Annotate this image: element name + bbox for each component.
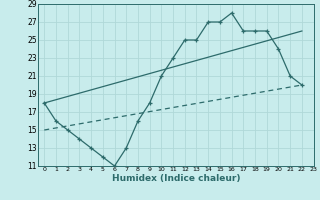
X-axis label: Humidex (Indice chaleur): Humidex (Indice chaleur) <box>112 174 240 183</box>
